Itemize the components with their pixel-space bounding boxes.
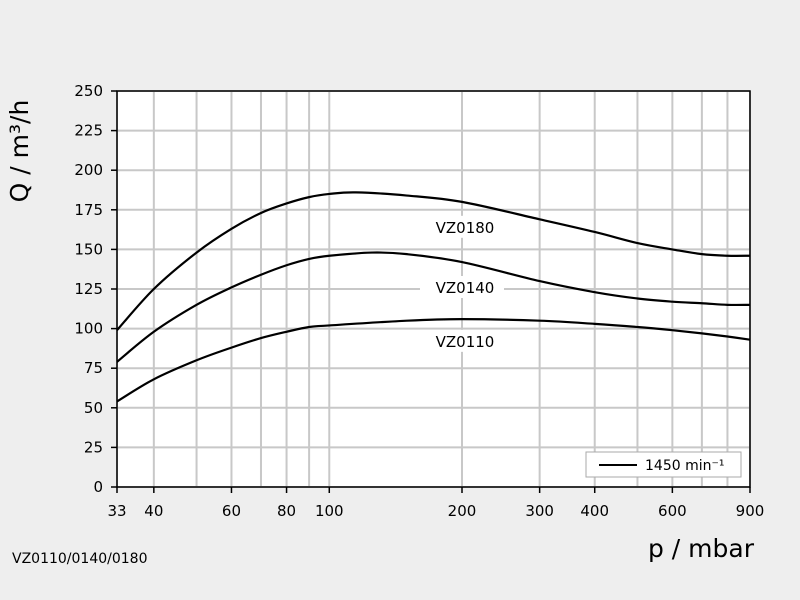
- x-tick-label: 100: [315, 502, 344, 520]
- x-tick-label: 900: [736, 502, 765, 520]
- y-tick-label: 100: [74, 320, 103, 338]
- series-label-bg-vz0140: [420, 276, 505, 298]
- series-label-vz0140: VZ0140: [436, 279, 495, 297]
- series-labels: VZ0180 VZ0140 VZ0110: [420, 215, 505, 352]
- y-tick-label: 175: [74, 201, 103, 219]
- series-label-vz0180: VZ0180: [436, 219, 495, 237]
- x-tick-label: 60: [222, 502, 241, 520]
- series-line-vz0180: [116, 191, 751, 331]
- x-tick-label: 33: [107, 502, 126, 520]
- y-tick-label: 250: [74, 82, 103, 100]
- legend: 1450 min⁻¹: [585, 451, 742, 478]
- legend-label: 1450 min⁻¹: [645, 458, 724, 474]
- y-tick-label: 125: [74, 280, 103, 298]
- ticks: 33 40 60 80 100 200 300 400 600 900 0 25 50 75 100 125 1…: [74, 82, 764, 520]
- x-tick-label: 600: [658, 502, 687, 520]
- x-tick-label: 200: [448, 502, 477, 520]
- y-tick-label: 150: [74, 240, 103, 258]
- series-line-vz0140: [116, 251, 751, 363]
- y-tick-label: 225: [74, 122, 103, 140]
- series-group: [116, 191, 751, 403]
- y-tick-label: 75: [84, 359, 103, 377]
- y-tick-label: 200: [74, 161, 103, 179]
- series-label-bg-vz0110: [420, 329, 505, 352]
- y-tick-label: 0: [93, 478, 103, 496]
- series-line-vz0110: [116, 318, 751, 403]
- x-tick-label: 40: [144, 502, 163, 520]
- x-tick-label: 80: [277, 502, 296, 520]
- chart-caption: VZ0110/0140/0180: [12, 551, 148, 567]
- series-label-bg-vz0180: [420, 215, 505, 238]
- plot-frame: [116, 90, 751, 488]
- x-tick-label: 300: [525, 502, 554, 520]
- x-tick-label: 400: [580, 502, 609, 520]
- x-axis-title: p / mbar: [648, 534, 755, 563]
- y-tick-label: 25: [84, 438, 103, 456]
- series-label-vz0110: VZ0110: [436, 333, 495, 351]
- y-tick-label: 50: [84, 399, 103, 417]
- y-axis-title: Q / m³/h: [5, 100, 34, 203]
